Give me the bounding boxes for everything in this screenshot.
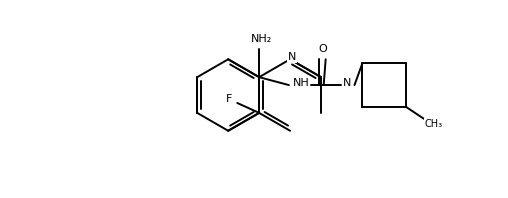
Text: N: N (288, 52, 296, 62)
Text: F: F (226, 94, 233, 104)
Text: NH₂: NH₂ (250, 34, 272, 44)
Text: O: O (319, 44, 327, 54)
Text: NH: NH (293, 78, 309, 88)
Text: CH₃: CH₃ (425, 119, 443, 129)
Text: N: N (343, 78, 352, 88)
